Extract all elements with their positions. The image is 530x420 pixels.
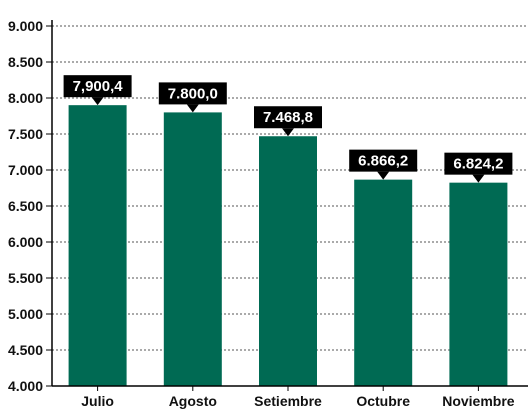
bar-noviembre (449, 182, 508, 386)
x-category-labels: Julio Agosto Setiembre Octubre Noviembre (81, 393, 515, 409)
y-tick-label: 7.500 (8, 126, 43, 142)
data-label-octubre: 6.866,2 (349, 149, 418, 180)
data-label-text: 7,900,4 (73, 78, 124, 95)
data-label-box (444, 152, 513, 175)
y-tick-label: 4.500 (8, 342, 43, 358)
x-category-label: Setiembre (254, 393, 322, 409)
data-label-pointer (377, 171, 390, 180)
y-tick-label: 8.500 (8, 54, 43, 70)
data-label-box (63, 75, 132, 98)
data-label-box (158, 82, 227, 105)
data-label-text: 7.468,8 (263, 109, 313, 126)
x-category-label: Agosto (169, 393, 217, 409)
data-label-box (349, 149, 418, 172)
data-label-pointer (186, 104, 199, 113)
y-tick-label: 9.000 (8, 18, 43, 34)
data-label-text: 6.866,2 (358, 153, 408, 170)
axes (46, 20, 528, 391)
bar-setiembre (259, 136, 317, 386)
data-label-pointer (472, 174, 485, 183)
data-label-agosto: 7.800,0 (158, 82, 227, 113)
data-labels: 7,900,4 7.800,0 7.468,8 6.866,2 6.824,2 (63, 75, 513, 183)
x-category-label: Julio (81, 393, 114, 409)
y-tick-label: 6.500 (8, 198, 43, 214)
bar-julio (68, 105, 127, 386)
data-label-noviembre: 6.824,2 (444, 152, 513, 183)
bar-agosto (163, 112, 222, 387)
y-tick-label: 5.000 (8, 306, 43, 322)
y-tick-label: 8.000 (8, 90, 43, 106)
bar-octubre (354, 179, 413, 386)
data-label-julio: 7,900,4 (63, 75, 132, 106)
data-label-text: 6.824,2 (453, 156, 503, 173)
x-category-label: Octubre (356, 393, 410, 409)
data-label-setiembre: 7.468,8 (254, 106, 322, 137)
y-tick-label: 7.000 (8, 162, 43, 178)
y-tick-label: 4.000 (8, 378, 43, 394)
bars (68, 105, 508, 387)
y-tick-label: 6.000 (8, 234, 43, 250)
data-label-pointer (282, 128, 294, 137)
data-label-box (254, 106, 322, 129)
data-label-text: 7.800,0 (168, 85, 218, 102)
x-category-label: Noviembre (442, 393, 515, 409)
data-label-pointer (91, 97, 104, 106)
y-tick-labels: 4.000 4.500 5.000 5.500 6.000 6.500 7.000 7.500… (8, 18, 43, 394)
y-tick-label: 5.500 (8, 270, 43, 286)
